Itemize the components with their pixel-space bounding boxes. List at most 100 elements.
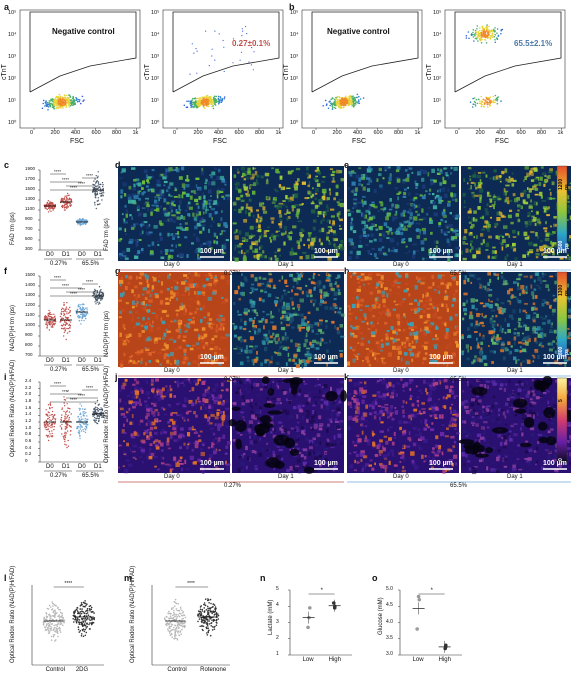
micrograph-texture: [219, 175, 225, 180]
violin-point: [65, 203, 67, 206]
flow-event: [358, 100, 360, 103]
violin-point: [96, 180, 98, 182]
violin-point: [44, 206, 46, 208]
micrograph-texture: [384, 321, 388, 325]
flow-event: [75, 99, 78, 101]
violin-point: [67, 194, 69, 197]
flow-event: [494, 101, 496, 104]
micrograph-texture: [142, 301, 145, 306]
micrograph-texture: [192, 320, 195, 325]
micrograph-texture: [141, 230, 144, 234]
flow-event: [477, 31, 480, 33]
micrograph-texture: [257, 213, 260, 218]
micrograph-texture: [351, 223, 354, 226]
flow-event: [59, 104, 62, 107]
micrograph-texture: [370, 253, 373, 255]
flow-event: [331, 105, 334, 107]
micrograph-texture: [131, 167, 136, 170]
violin-point: [51, 325, 53, 327]
micrograph-texture: [535, 232, 538, 237]
violin-point: [63, 437, 65, 439]
micrograph-texture: [267, 342, 269, 345]
micrograph-texture: [339, 353, 343, 358]
micrograph-texture: [167, 185, 171, 190]
violin-point: [64, 309, 67, 311]
micrograph-texture: [390, 232, 394, 235]
micrograph-texture: [214, 282, 217, 287]
micrograph-texture: [545, 221, 547, 225]
micrograph-texture: [494, 250, 497, 254]
micrograph-texture: [179, 330, 182, 334]
micrograph-texture: [122, 342, 127, 346]
micrograph-texture: [128, 200, 133, 204]
micrograph-texture: [369, 216, 373, 221]
micrograph-texture: [246, 359, 250, 363]
micrograph-texture: [223, 322, 226, 326]
micrograph-texture: [145, 348, 150, 351]
micrograph-texture: [135, 322, 141, 326]
micrograph-texture: [209, 347, 214, 351]
micrograph-texture: [157, 351, 162, 355]
micrograph-texture: [320, 220, 323, 224]
micrograph-texture: [321, 338, 324, 342]
micrograph-texture: [316, 171, 321, 174]
flow-event: [195, 105, 197, 108]
micrograph-texture: [178, 194, 181, 199]
micrograph-texture: [260, 289, 264, 293]
flow-event: [481, 100, 483, 102]
violin-point: [66, 204, 68, 206]
micrograph-texture: [119, 292, 124, 298]
violin-point: [47, 428, 49, 430]
flow-event: [336, 95, 339, 98]
micrograph-texture: [357, 342, 360, 345]
micrograph-texture: [358, 318, 362, 321]
micrograph-texture: [258, 297, 262, 302]
micrograph-texture: [454, 254, 457, 258]
micrograph-texture: [236, 345, 238, 349]
micrograph-texture: [275, 231, 278, 233]
micrograph-texture: [517, 231, 520, 236]
micrograph-texture: [123, 193, 127, 197]
violin-point: [80, 308, 82, 311]
micrograph-texture: [486, 203, 489, 207]
micrograph-texture: [425, 257, 428, 260]
micrograph-texture: [141, 306, 145, 310]
violin-point: [66, 403, 68, 405]
micrograph-texture: [301, 290, 304, 295]
flow-event: [191, 97, 194, 100]
violin-point: [61, 433, 63, 435]
micrograph-texture: [423, 237, 427, 241]
micrograph-texture: [316, 167, 319, 171]
flow-event: [68, 94, 70, 96]
micrograph-texture: [166, 356, 169, 359]
micrograph-texture: [528, 189, 532, 193]
violin-point: [98, 184, 100, 186]
micrograph-texture: [246, 356, 250, 359]
micrograph-texture: [361, 360, 364, 362]
micrograph-texture: [299, 231, 303, 236]
micrograph-texture: [121, 277, 123, 280]
micrograph-texture: [193, 233, 196, 237]
micrograph-texture: [313, 272, 316, 276]
flow-event: [197, 101, 200, 103]
violin-point: [65, 338, 67, 341]
flow-event: [53, 103, 55, 105]
micrograph-texture: [307, 232, 312, 235]
micrograph-texture: [286, 323, 291, 327]
violin-point: [66, 207, 68, 209]
violin-point: [68, 425, 71, 427]
micrograph-texture: [184, 324, 186, 327]
micrograph-texture: [452, 215, 456, 218]
violin-point: [65, 432, 68, 434]
micrograph-texture: [387, 181, 392, 185]
micrograph-texture: [505, 184, 510, 187]
violin-point: [95, 197, 97, 199]
micrograph-texture: [498, 175, 502, 178]
micrograph-texture: [159, 363, 162, 366]
flow-event: [219, 96, 222, 98]
flow-event: [195, 101, 197, 103]
micrograph-texture: [549, 197, 552, 200]
micrograph-texture: [236, 197, 241, 201]
micrograph-texture: [202, 242, 207, 245]
flow-event: [484, 36, 486, 38]
